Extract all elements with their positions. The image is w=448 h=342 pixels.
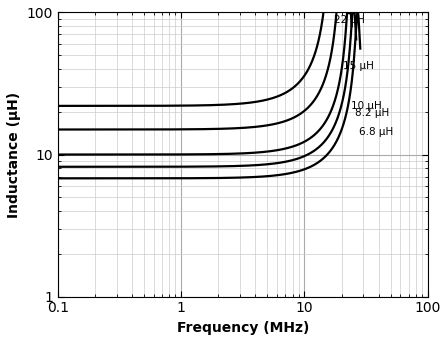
Text: 10 μH: 10 μH — [351, 101, 382, 111]
Text: 15 μH: 15 μH — [343, 61, 374, 71]
Text: 6.8 μH: 6.8 μH — [359, 127, 393, 136]
Text: 22 μH: 22 μH — [334, 15, 364, 25]
Text: 8.2 μH: 8.2 μH — [355, 108, 389, 118]
Y-axis label: Inductance (μH): Inductance (μH) — [7, 91, 21, 218]
X-axis label: Frequency (MHz): Frequency (MHz) — [177, 321, 309, 335]
